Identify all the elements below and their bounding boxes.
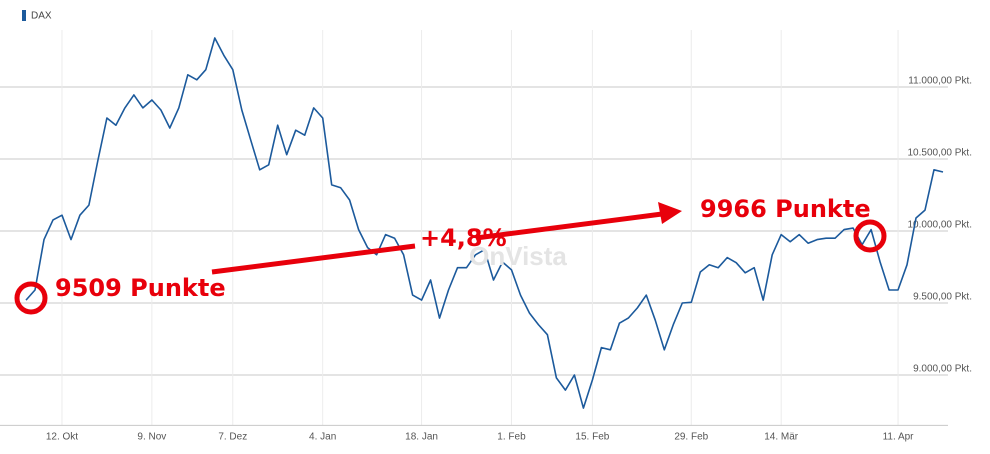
x-tick-label: 12. Okt: [46, 432, 78, 443]
circle: [14, 281, 48, 315]
x-tick-label: 4. Jan: [309, 432, 336, 443]
y-tick-label: 9.500,00 Pkt.: [913, 292, 972, 303]
x-tick-label: 7. Dez: [218, 432, 247, 443]
circle: [853, 219, 887, 253]
x-tick-label: 9. Nov: [137, 432, 166, 443]
y-tick-label: 9.000,00 Pkt.: [913, 364, 972, 375]
annotation: 9966 Punkte: [700, 195, 871, 223]
x-tick-label: 18. Jan: [405, 432, 438, 443]
y-tick-label: 11.000,00 Pkt.: [908, 76, 972, 87]
line: [25, 37, 944, 409]
x-tick-label: 15. Feb: [575, 432, 609, 443]
y-tick-label: 10.500,00 Pkt.: [908, 148, 973, 159]
arrow: [475, 211, 663, 241]
plot: 9.000,00 Pkt. 9.500,00 Pkt. 10.000,00 Pkt.…: [0, 30, 972, 443]
arrow-head: [658, 202, 682, 224]
x-tick-label: 1. Feb: [497, 432, 526, 443]
annotations: 9509 Punkte +4,8% 9966 Punkte: [14, 195, 887, 315]
legend-swatch: [22, 10, 26, 21]
x-tick-label: 11. Apr: [883, 432, 915, 443]
x-tick-label: 14. Mär: [764, 432, 799, 443]
arrow: [211, 243, 416, 275]
watermark: OnVista: [469, 241, 567, 271]
y-tick-label: 10.000,00 Pkt.: [908, 220, 973, 231]
legend-label: DAX: [31, 11, 52, 22]
annotation: 9509 Punkte: [55, 274, 226, 302]
x-tick-label: 29. Feb: [674, 432, 708, 443]
annotation: +4,8%: [420, 224, 507, 252]
